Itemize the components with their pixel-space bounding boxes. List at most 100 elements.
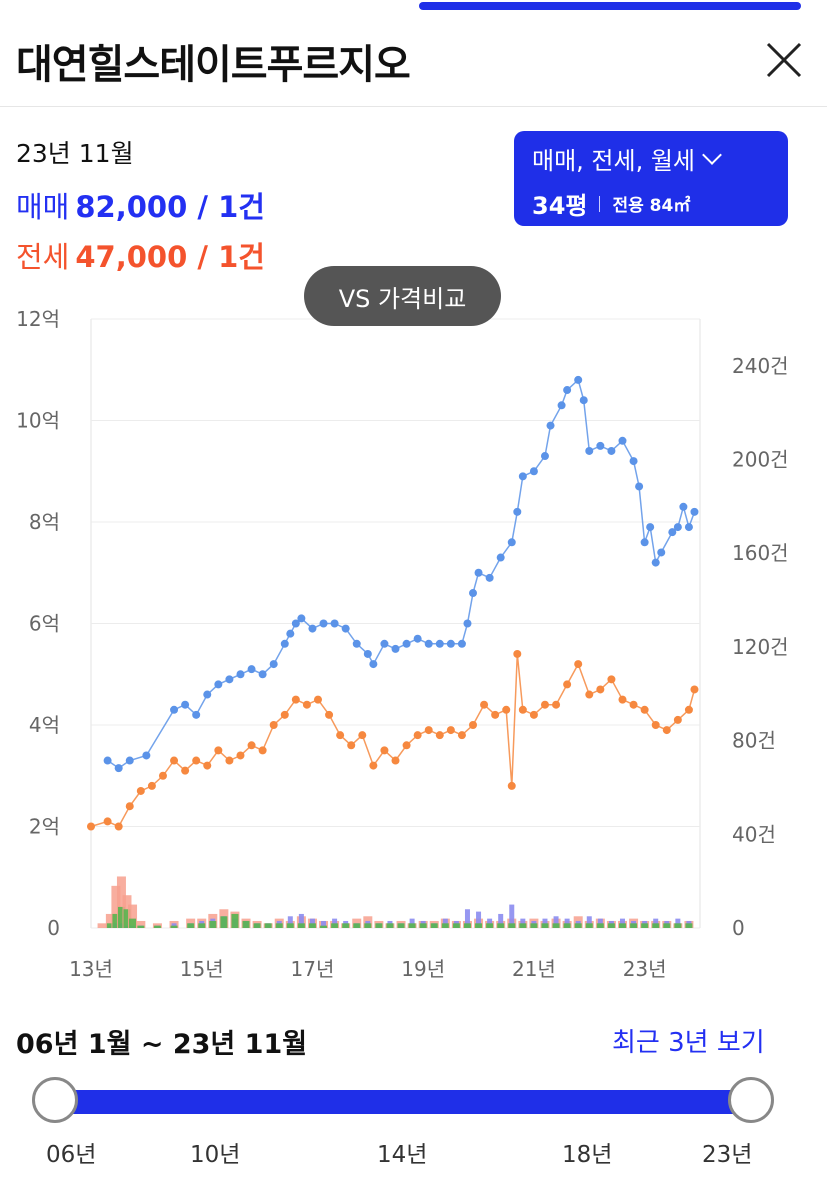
bar-rent: [375, 923, 383, 928]
bar-rent: [220, 916, 228, 928]
sale-point: [690, 507, 699, 516]
close-icon[interactable]: [760, 36, 808, 84]
jeonse-point: [280, 710, 289, 719]
jeonse-point: [529, 710, 538, 719]
sale-point: [319, 619, 328, 628]
sale-point: [225, 675, 234, 684]
jeonse-point: [574, 660, 583, 669]
jeonse-point: [247, 741, 256, 750]
period-slider-start-handle[interactable]: [32, 1077, 78, 1123]
sale-point: [236, 670, 245, 679]
sale-point: [507, 538, 516, 547]
jeonse-point: [147, 781, 156, 790]
bar-rent: [419, 923, 427, 928]
bar-rent: [231, 913, 239, 928]
bar-rent: [574, 923, 582, 928]
jeonse-point: [651, 721, 660, 729]
jeonse-point: [269, 721, 278, 729]
sale-point: [380, 639, 389, 648]
jeonse-point: [618, 695, 627, 704]
sale-point: [463, 619, 472, 628]
jeonse-point: [158, 771, 167, 780]
sale-point: [352, 639, 361, 648]
jeonse-point: [552, 700, 561, 709]
bar-rent: [353, 923, 361, 928]
price-compare-button[interactable]: VS 가격비교: [304, 266, 501, 326]
jeonse-point: [358, 731, 367, 740]
sale-point: [457, 639, 466, 648]
sale-point: [474, 568, 483, 577]
jeonse-point: [336, 731, 345, 740]
bar-rent: [308, 923, 316, 928]
bar-rent: [364, 923, 372, 928]
bar-rent: [430, 923, 438, 928]
y-left-tick-label: 6억: [29, 612, 60, 636]
bar-rent: [596, 923, 604, 928]
sale-point: [563, 386, 572, 395]
sale-point: [103, 756, 112, 765]
sale-point: [181, 700, 190, 709]
recent-3-years-link[interactable]: 최근 3년 보기: [612, 1028, 765, 1058]
sale-point: [579, 396, 588, 405]
trade-type-filter-button[interactable]: 매매, 전세, 월세 34평 전용 84㎡: [514, 131, 788, 226]
jeonse-point: [491, 710, 500, 719]
sale-point: [640, 538, 649, 547]
x-tick-label: 21년: [512, 957, 556, 981]
bar-rent: [209, 920, 217, 928]
sale-point: [308, 624, 317, 633]
bar-rent: [486, 923, 494, 928]
jeonse-point: [629, 700, 638, 709]
bar-rent: [342, 923, 350, 928]
y-right-tick-label: 160건: [732, 541, 789, 565]
jeonse-point: [192, 756, 201, 765]
jeonse-point: [325, 710, 334, 719]
y-right-tick-label: 240건: [732, 354, 789, 378]
bar-rent: [253, 923, 261, 928]
jeonse-point: [214, 746, 223, 755]
filter-separator: [599, 195, 601, 212]
bar-rent: [663, 923, 671, 928]
bar-rent: [137, 925, 145, 928]
bar-rent: [112, 913, 120, 928]
bar-rent: [386, 923, 394, 928]
bar-rent: [452, 923, 460, 928]
sale-value: 82,000 / 1건: [75, 190, 265, 224]
selected-month: 23년 11월: [16, 139, 134, 168]
header-divider: [0, 106, 827, 107]
sale-point: [585, 446, 594, 455]
jeonse-point: [469, 721, 478, 729]
period-slider-track[interactable]: [56, 1090, 750, 1114]
jeonse-point: [540, 700, 549, 709]
bar-rent: [275, 923, 283, 928]
jeonse-point: [640, 705, 649, 714]
sale-point: [413, 634, 422, 643]
bar-rent: [585, 923, 593, 928]
bar-rent: [187, 923, 195, 928]
sale-point: [657, 548, 666, 557]
period-slider-end-handle[interactable]: [728, 1077, 774, 1123]
sale-point: [258, 670, 267, 679]
bar-rent: [508, 923, 516, 928]
sale-point: [546, 421, 555, 430]
bar-sale: [298, 913, 304, 928]
slider-year-label: 10년: [190, 1142, 241, 1168]
page-title: 대연힐스테이트푸르지오: [16, 42, 411, 88]
chevron-down-icon: [702, 144, 722, 165]
jeonse-point: [170, 756, 179, 765]
period-range-text: 06년 1월 ~ 23년 11월: [16, 1029, 308, 1060]
sale-point: [574, 375, 583, 384]
jeonse-value: 47,000 / 1건: [75, 240, 265, 274]
bar-rent: [552, 923, 560, 928]
sale-point: [529, 467, 538, 476]
bar-jeonse: [116, 876, 126, 928]
bar-rent: [408, 923, 416, 928]
y-right-tick-label: 200건: [732, 448, 789, 472]
jeonse-point: [236, 751, 245, 760]
y-right-tick-label: 120건: [732, 635, 789, 659]
bar-rent: [652, 923, 660, 928]
price-chart[interactable]: 0 2억 4억 6억 8억 10억 12억 0 40건 80건 120건 160건 200건 240건 13…: [0, 300, 827, 990]
sale-point: [391, 644, 400, 653]
bar-rent: [129, 918, 137, 928]
sale-label: 매매: [16, 190, 70, 224]
bar-jeonse: [128, 904, 138, 928]
